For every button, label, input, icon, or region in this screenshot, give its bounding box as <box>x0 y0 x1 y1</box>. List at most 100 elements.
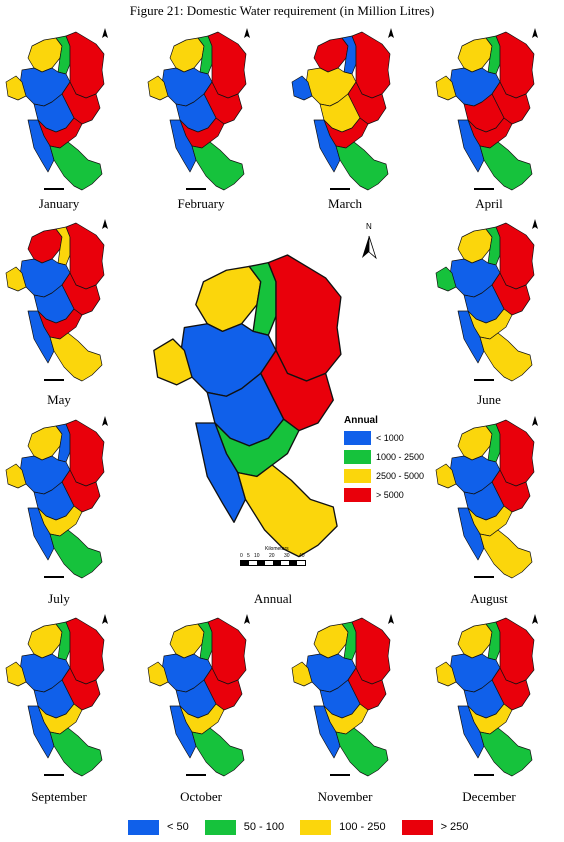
map-region <box>147 75 169 101</box>
map-april <box>435 28 538 191</box>
map-region <box>237 464 338 558</box>
figure-title: Figure 21: Domestic Water requirement (i… <box>129 3 435 18</box>
scale-bar <box>44 774 64 776</box>
scale-bar <box>474 379 494 381</box>
map-region <box>5 463 27 489</box>
scale-bar <box>44 576 64 578</box>
north-arrow-icon <box>388 614 394 624</box>
scale-bar-label: Kilometers <box>265 546 289 552</box>
scale-tick-label: 5 <box>247 553 250 559</box>
legend-swatch-green <box>204 819 236 835</box>
map-march <box>291 28 394 191</box>
map-region <box>479 332 533 382</box>
map-region <box>27 623 63 659</box>
north-arrow-icon <box>388 28 394 38</box>
map-may <box>5 219 108 382</box>
map-region <box>191 141 245 191</box>
month-label-april: April <box>475 196 503 211</box>
map-region <box>479 727 533 777</box>
scale-bar <box>330 188 350 190</box>
map-region <box>49 529 103 579</box>
map-region <box>5 661 27 687</box>
map-region <box>335 727 389 777</box>
scale-bar <box>44 379 64 381</box>
map-region <box>207 617 247 685</box>
map-september <box>5 614 108 777</box>
map-region <box>495 222 535 290</box>
north-arrow-icon <box>102 614 108 624</box>
map-region <box>267 254 342 382</box>
annual-legend-label: 1000 - 2500 <box>376 452 425 462</box>
month-label-january: January <box>38 196 80 211</box>
map-december <box>435 614 538 777</box>
map-region <box>457 623 493 659</box>
legend-label: 100 - 250 <box>339 821 386 834</box>
north-arrow-icon <box>102 416 108 426</box>
legend-label: 50 - 100 <box>243 821 285 834</box>
map-annual <box>153 254 342 558</box>
map-region <box>49 727 103 777</box>
map-region <box>49 141 103 191</box>
map-region <box>27 228 63 264</box>
scale-bar <box>186 188 206 190</box>
map-region <box>351 617 391 685</box>
annual-legend-swatch-yellow <box>344 469 371 483</box>
map-region <box>195 265 262 333</box>
map-region <box>291 661 313 687</box>
legend-label: < 50 <box>167 821 189 834</box>
scale-bar-graphic <box>240 560 306 566</box>
scale-bar <box>474 188 494 190</box>
north-arrow-icon <box>102 28 108 38</box>
map-region <box>435 661 457 687</box>
month-label-october: October <box>180 789 222 804</box>
annual-legend-swatch-red <box>344 488 371 502</box>
map-region <box>27 425 63 461</box>
annual-legend: Annual < 1000 1000 - 2500 2500 - 5000 > … <box>344 415 464 503</box>
annual-legend-swatch-blue <box>344 431 371 445</box>
map-region <box>27 37 63 73</box>
scale-bar <box>186 774 206 776</box>
annual-label: Annual <box>253 591 293 606</box>
north-arrow-icon <box>532 219 538 229</box>
month-label-september: September <box>31 789 87 804</box>
north-label: N <box>366 222 372 231</box>
map-region <box>495 31 535 99</box>
map-region <box>457 37 493 73</box>
map-region <box>313 37 349 73</box>
map-november <box>291 614 394 777</box>
map-region <box>169 37 205 73</box>
map-region <box>207 31 247 99</box>
month-label-december: December <box>462 789 516 804</box>
month-label-july: July <box>48 591 70 606</box>
map-region <box>457 425 493 461</box>
scale-bar: Kilometers 0 5 10 20 30 40 <box>240 546 320 572</box>
scale-bar <box>474 576 494 578</box>
map-october <box>147 614 250 777</box>
map-region <box>435 75 457 101</box>
month-label-march: March <box>328 196 362 211</box>
map-region <box>169 623 205 659</box>
map-region <box>313 623 349 659</box>
map-region <box>335 141 389 191</box>
month-label-february: February <box>177 196 225 211</box>
legend-swatch-blue <box>128 819 159 835</box>
map-region <box>153 338 193 386</box>
map-june <box>435 219 538 382</box>
map-region <box>65 222 105 290</box>
annual-legend-title: Annual <box>344 415 378 426</box>
legend-swatch-yellow <box>300 819 332 835</box>
map-january <box>5 28 108 191</box>
north-arrow-icon <box>102 219 108 229</box>
scale-bar <box>330 774 350 776</box>
map-region <box>65 31 105 99</box>
annual-legend-label: > 5000 <box>376 490 404 500</box>
map-july <box>5 416 108 579</box>
annual-legend-label: < 1000 <box>376 433 404 443</box>
map-region <box>435 463 457 489</box>
scale-tick-label: 30 <box>284 553 290 559</box>
north-arrow-icon <box>532 416 538 426</box>
map-region <box>495 419 535 487</box>
month-label-may: May <box>47 392 71 407</box>
map-region <box>65 617 105 685</box>
map-region <box>65 419 105 487</box>
